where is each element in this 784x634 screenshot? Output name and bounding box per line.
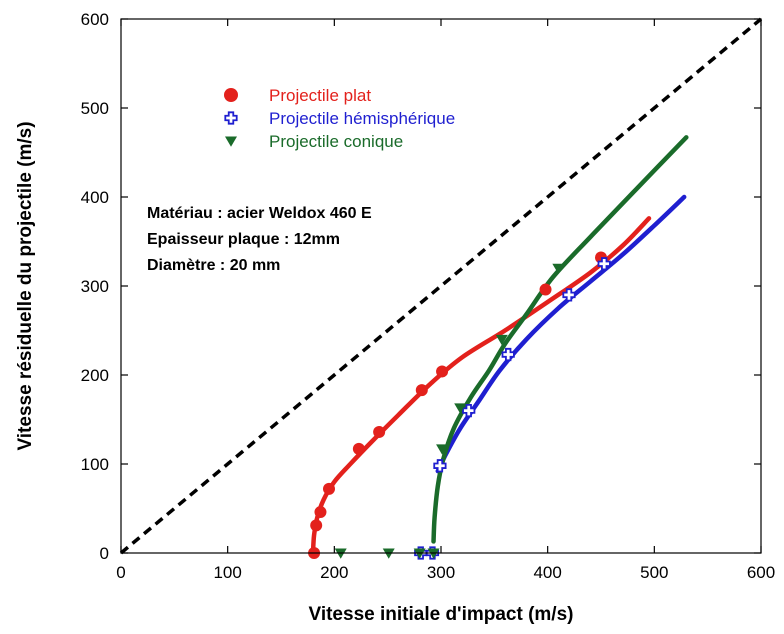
y-tick-label: 0 (100, 544, 109, 563)
y-tick-label: 300 (81, 277, 109, 296)
axis-ticks-layer: 0 100 200 300 400 500 600 0 100 200 300 400 500 600 (81, 10, 776, 582)
series-0-point (314, 506, 327, 519)
x-axis-title: Vitesse initiale d'impact (m/s) (309, 604, 574, 625)
y-tick-label: 100 (81, 455, 109, 474)
legend-marker-0 (224, 88, 238, 102)
series-1-point (597, 257, 611, 271)
series-2-point (552, 263, 565, 274)
x-tick-label: 100 (213, 563, 241, 582)
series-0-point (373, 425, 386, 438)
series-0-point (436, 365, 449, 378)
annotation-box: Matériau : acier Weldox 460 E Epaisseur … (147, 205, 372, 274)
legend-label-0: Projectile plat (269, 86, 371, 105)
x-tick-label: 0 (116, 563, 125, 582)
y-axis-title: Vitesse résiduelle du projectile (m/s) (15, 121, 36, 450)
series-0-point (415, 384, 428, 397)
series-1-point (562, 288, 576, 302)
annotation-material: Matériau : acier Weldox 460 E (147, 205, 372, 222)
series-curve-1 (435, 194, 687, 474)
series-1-point (501, 347, 515, 362)
reference-line-layer (119, 17, 763, 555)
series-0-point (323, 482, 335, 495)
x-tick-label: 500 (640, 563, 668, 582)
legend: Projectile plat Projectile hémisphérique P… (224, 86, 455, 151)
legend-label-1: Projectile hémisphérique (269, 109, 455, 128)
reference-dashed-line (119, 17, 763, 555)
y-tick-label: 200 (81, 366, 109, 385)
legend-marker-2 (225, 136, 237, 147)
y-tick-label: 600 (81, 10, 109, 29)
x-tick-label: 200 (320, 563, 348, 582)
legend-label-2: Projectile conique (269, 132, 403, 151)
x-tick-label: 300 (427, 563, 455, 582)
y-tick-label: 400 (81, 188, 109, 207)
series-2-point (454, 403, 467, 414)
series-0-point (352, 442, 365, 455)
series-0-point (310, 519, 323, 532)
x-tick-label: 400 (533, 563, 561, 582)
x-tick-label: 600 (747, 563, 775, 582)
series-1-point (433, 459, 447, 473)
series-0-point (539, 283, 552, 296)
series-2-point (436, 444, 449, 455)
legend-marker-1 (224, 111, 238, 125)
series-2-point (495, 334, 508, 346)
annotation-diameter: Diamètre : 20 mm (147, 257, 280, 274)
y-tick-label: 500 (81, 99, 109, 118)
markers-layer (308, 251, 611, 560)
annotation-thickness: Epaisseur plaque : 12mm (147, 231, 340, 248)
series-curve-2 (431, 135, 689, 544)
